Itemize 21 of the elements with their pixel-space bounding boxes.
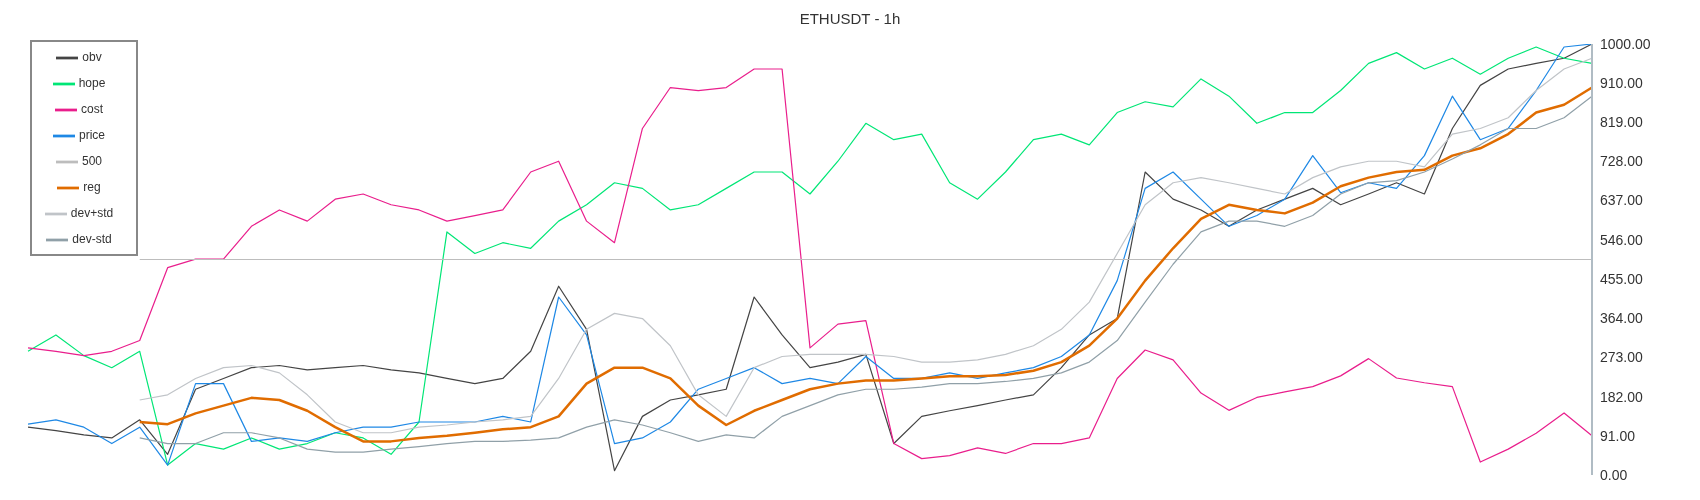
legend-label: dev-std	[72, 232, 112, 246]
chart-title: ETHUSDT - 1h	[798, 9, 902, 29]
y-tick-label: 546.00	[1600, 231, 1644, 248]
legend-label: hope	[78, 76, 106, 90]
y-tick-label: 728.00	[1600, 153, 1644, 170]
y-tick-label: 0.00	[1600, 466, 1628, 483]
legend-label: cost	[80, 102, 103, 116]
y-tick-label: 910.00	[1600, 74, 1644, 91]
y-tick-label: 1000.00	[1600, 35, 1651, 52]
legend-label: dev+std	[70, 206, 114, 220]
legend-label: reg	[83, 180, 101, 194]
legend-label: obv	[82, 50, 102, 64]
y-tick-label: 455.00	[1600, 270, 1644, 287]
legend-label: price	[78, 128, 105, 142]
y-tick-label: 819.00	[1600, 113, 1644, 130]
y-tick-label: 91.00	[1600, 427, 1636, 444]
y-tick-label: 182.00	[1600, 388, 1644, 405]
y-tick-label: 637.00	[1600, 192, 1644, 209]
y-tick-label: 364.00	[1600, 310, 1644, 327]
y-tick-label: 273.00	[1600, 349, 1644, 366]
legend-label: 500	[81, 154, 103, 168]
